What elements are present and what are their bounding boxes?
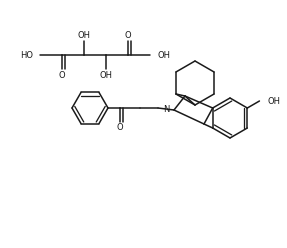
Text: O: O	[59, 70, 65, 80]
Text: O: O	[117, 124, 123, 132]
Text: OH: OH	[158, 51, 171, 60]
Text: OH: OH	[77, 31, 90, 39]
Text: OH: OH	[267, 96, 280, 105]
Text: HO: HO	[20, 51, 33, 60]
Text: OH: OH	[100, 70, 113, 80]
Text: N: N	[163, 105, 169, 115]
Text: O: O	[125, 31, 131, 39]
